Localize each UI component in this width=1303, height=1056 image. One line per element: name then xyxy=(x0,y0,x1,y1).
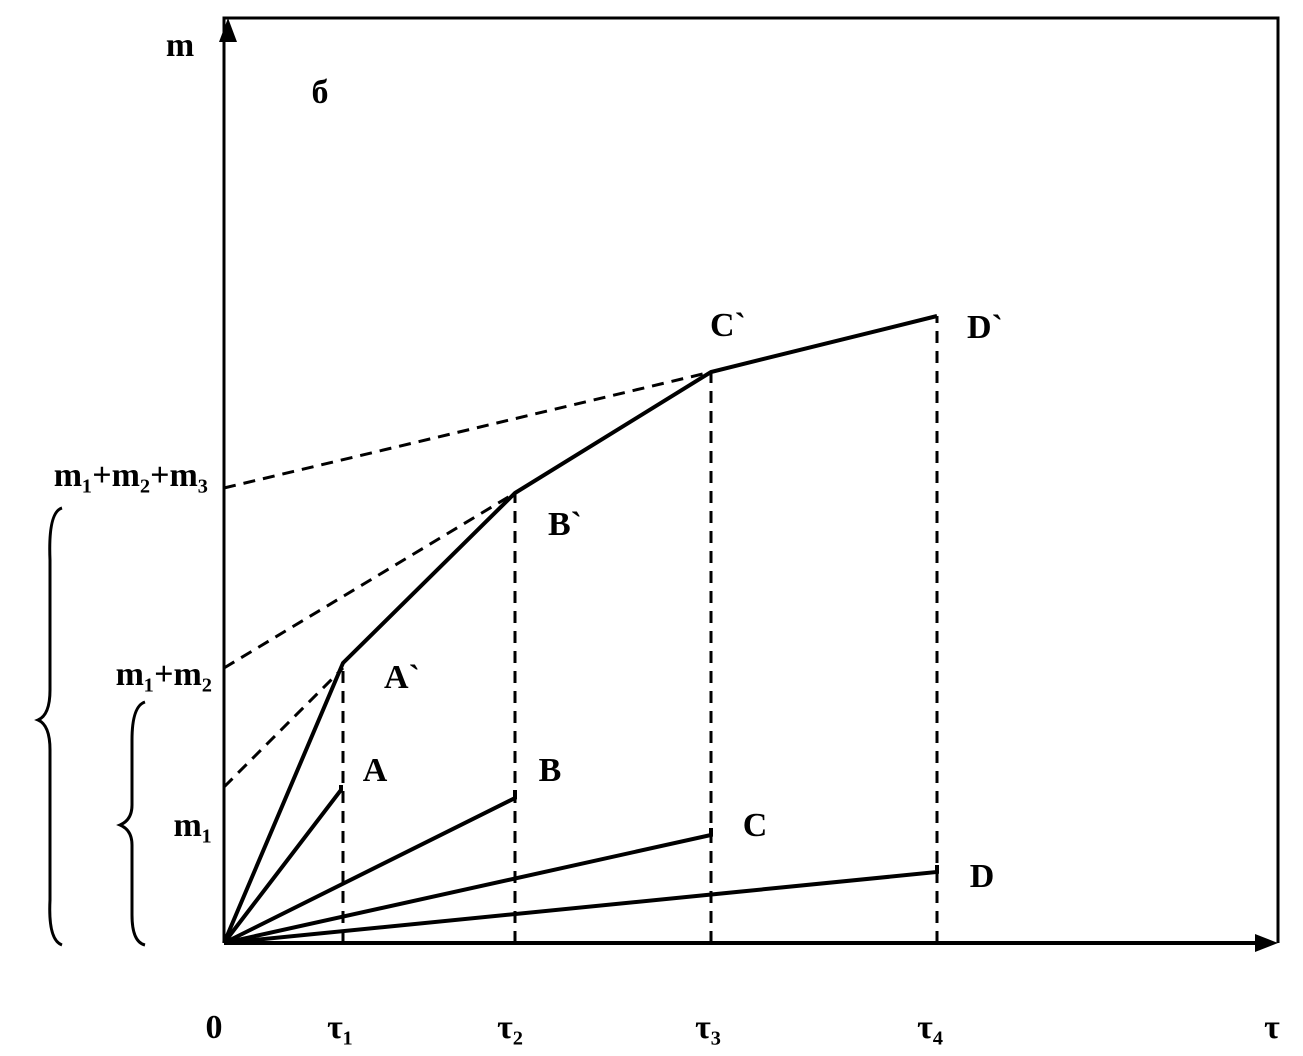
point-label: D` xyxy=(967,309,1003,346)
y-label: m₁ xyxy=(173,807,212,844)
dashed-lines xyxy=(222,316,939,943)
y-axis-label: m xyxy=(166,27,194,64)
x-tick-label: τ₁ xyxy=(327,1009,353,1046)
braces xyxy=(34,506,146,947)
point-label: C` xyxy=(710,307,746,344)
panel-label: б xyxy=(312,74,329,111)
solid-lines xyxy=(222,314,939,945)
x-tick-label: τ₃ xyxy=(695,1009,721,1046)
origin-label: 0 xyxy=(206,1009,223,1046)
point-label: A` xyxy=(384,659,420,696)
x-axis-label: τ xyxy=(1264,1009,1280,1046)
point-label: D xyxy=(970,858,995,895)
x-tick-label: τ₄ xyxy=(917,1009,943,1046)
point-label: A xyxy=(363,752,388,789)
point-label: B xyxy=(539,752,562,789)
y-label: m₁+m₂ xyxy=(116,656,212,693)
point-label: B` xyxy=(548,506,582,543)
y-label: m₁+m₂+m₃ xyxy=(54,457,208,494)
x-tick-label: τ₂ xyxy=(497,1009,523,1046)
point-label: C xyxy=(743,807,768,844)
frame xyxy=(219,16,1280,952)
